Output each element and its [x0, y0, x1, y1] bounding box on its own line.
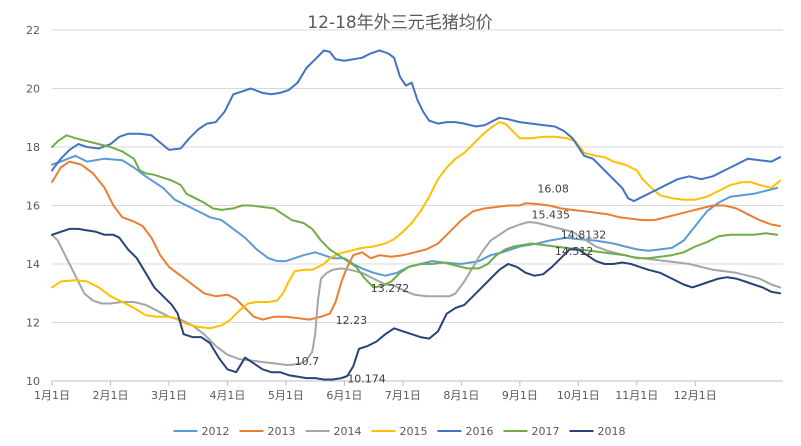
data-label: 12.23	[336, 314, 368, 327]
x-tick-label: 3月1日	[151, 389, 187, 402]
x-tick-label: 9月1日	[502, 389, 538, 402]
data-label: 14.512	[555, 245, 594, 258]
legend-item-2018: 2018	[569, 425, 626, 438]
x-tick-label: 8月1日	[443, 389, 479, 402]
legend-item-2015: 2015	[371, 425, 428, 438]
series-lines	[51, 49, 782, 381]
legend-label: 2014	[334, 425, 362, 438]
y-tick-label: 20	[26, 83, 40, 96]
x-tick-label: 2月1日	[92, 389, 128, 402]
legend-label: 2013	[268, 425, 296, 438]
data-annotations: 16.08 15.435 14.8132 14.512 13.272 12.23 10.7 1…	[295, 182, 607, 385]
y-tick-label: 18	[26, 141, 40, 154]
y-tick-label: 16	[26, 200, 40, 213]
x-tick-label: 10月1日	[557, 389, 600, 402]
y-axis: 10 12 14 16 18 20 22	[26, 24, 40, 388]
x-tick-label: 11月1日	[615, 389, 658, 402]
y-tick-label: 10	[26, 375, 40, 388]
series-line-2015	[51, 121, 782, 330]
y-tick-label: 22	[26, 24, 40, 37]
legend-item-2016: 2016	[437, 425, 494, 438]
x-tick-label: 5月1日	[268, 389, 304, 402]
series-line-2016	[51, 49, 782, 203]
legend-item-2014: 2014	[305, 425, 362, 438]
data-label: 10.174	[347, 372, 386, 385]
legend-item-2013: 2013	[239, 425, 296, 438]
series-line-2013	[51, 160, 782, 321]
legend-item-2017: 2017	[503, 425, 560, 438]
x-tick-label: 4月1日	[209, 389, 245, 402]
gridlines	[52, 29, 783, 382]
series-line-2017	[51, 134, 779, 289]
y-tick-label: 12	[26, 317, 40, 330]
data-label: 10.7	[295, 355, 320, 368]
x-axis: 1月1日 2月1日 3月1日 4月1日 5月1日 6月1日 7月1日 8月1日 9月1日 10月1…	[34, 380, 783, 402]
x-tick-label: 6月1日	[326, 389, 362, 402]
data-label: 15.435	[532, 209, 571, 222]
legend-label: 2017	[532, 425, 560, 438]
series-line-2012	[51, 154, 779, 277]
x-tick-label: 12月1日	[674, 389, 717, 402]
data-label: 13.272	[371, 282, 410, 295]
x-tick-label: 1月1日	[34, 389, 70, 402]
legend-label: 2018	[598, 425, 626, 438]
chart-title: 12-18年外三元毛猪均价	[307, 13, 492, 33]
legend: 2012 2013 2014 2015 2016 2017 2018	[173, 425, 626, 438]
data-label: 16.08	[537, 182, 569, 195]
y-tick-label: 14	[26, 258, 40, 271]
legend-label: 2015	[400, 425, 428, 438]
legend-item-2012: 2012	[173, 425, 230, 438]
legend-label: 2016	[466, 425, 494, 438]
data-label: 14.8132	[561, 228, 607, 241]
series-line-2018	[51, 227, 782, 381]
legend-label: 2012	[202, 425, 230, 438]
x-tick-label: 7月1日	[385, 389, 421, 402]
